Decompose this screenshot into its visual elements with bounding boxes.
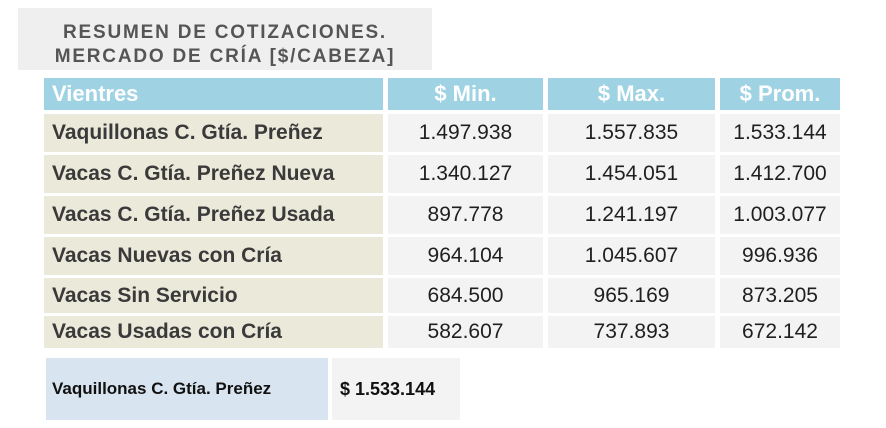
row-prom: 873.205 (720, 278, 840, 313)
row-prom: 1.003.077 (720, 196, 840, 234)
row-prom: 672.142 (720, 316, 840, 348)
row-min: 684.500 (388, 278, 543, 313)
row-prom: 1.412.700 (720, 155, 840, 193)
row-min: 1.497.938 (388, 114, 543, 152)
row-max: 1.045.607 (548, 237, 715, 275)
row-min: 964.104 (388, 237, 543, 275)
row-min: 897.778 (388, 196, 543, 234)
header-prom: $ Prom. (720, 78, 840, 110)
row-label: Vacas C. Gtía. Preñez Nueva (44, 155, 383, 193)
row-max: 1.241.197 (548, 196, 715, 234)
row-label: Vacas Usadas con Cría (44, 316, 383, 348)
title-box: RESUMEN DE COTIZACIONES. MERCADO DE CRÍA… (18, 8, 432, 70)
row-prom: 996.936 (720, 237, 840, 275)
row-max: 1.557.835 (548, 114, 715, 152)
summary-value: $ 1.533.144 (332, 358, 460, 420)
row-label: Vacas C. Gtía. Preñez Usada (44, 196, 383, 234)
row-prom: 1.533.144 (720, 114, 840, 152)
header-min: $ Min. (388, 78, 543, 110)
summary-label: Vaquillonas C. Gtía. Preñez (46, 358, 328, 420)
row-min: 582.607 (388, 316, 543, 348)
header-vientres: Vientres (44, 78, 383, 110)
title-line-1: RESUMEN DE COTIZACIONES. (63, 22, 387, 43)
row-max: 965.169 (548, 278, 715, 313)
row-label: Vaquillonas C. Gtía. Preñez (44, 114, 383, 152)
header-max: $ Max. (548, 78, 715, 110)
row-label: Vacas Sin Servicio (44, 278, 383, 313)
row-max: 1.454.051 (548, 155, 715, 193)
row-max: 737.893 (548, 316, 715, 348)
title-line-2: MERCADO DE CRÍA [$/CABEZA] (54, 46, 396, 67)
row-label: Vacas Nuevas con Cría (44, 237, 383, 275)
row-min: 1.340.127 (388, 155, 543, 193)
